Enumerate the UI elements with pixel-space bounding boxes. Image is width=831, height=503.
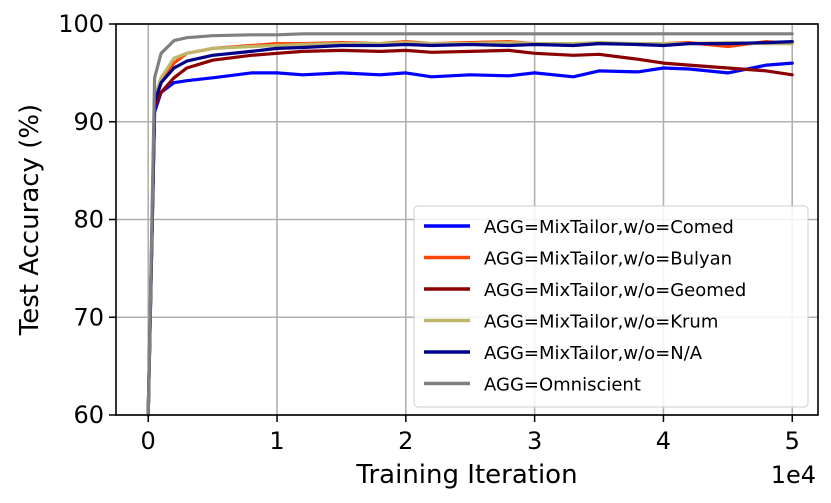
x-tick-label: 5: [785, 427, 800, 455]
series-line: [146, 48, 794, 417]
y-tick-label: 90: [73, 108, 104, 136]
x-tick-label: 0: [141, 427, 156, 455]
legend-entry: AGG=Omniscient: [484, 375, 641, 396]
axis-ticks: 0 1 2 3 4 5 60 70 80 90 100: [58, 10, 800, 455]
x-tick-label: 4: [656, 427, 671, 455]
legend: AGG=MixTailor,w/o=Comed AGG=MixTailor,w/o…: [413, 205, 809, 408]
legend-entry: AGG=MixTailor,w/o=Geomed: [484, 280, 746, 301]
x-tick-label: 1: [269, 427, 284, 455]
series-line: [146, 61, 794, 417]
series-line: [146, 39, 794, 417]
legend-entry: AGG=MixTailor,w/o=N/A: [484, 343, 703, 364]
y-tick-label: 60: [73, 401, 104, 429]
y-tick-label: 80: [73, 206, 104, 234]
x-tick-label: 2: [398, 427, 413, 455]
x-axis-offset-label: 1e4: [771, 461, 816, 489]
legend-entry: AGG=MixTailor,w/o=Krum: [484, 312, 718, 333]
y-axis-label: Test Accuracy (%): [15, 104, 45, 336]
legend-box: [413, 205, 809, 408]
series-line: [146, 32, 794, 417]
legend-entry: AGG=MixTailor,w/o=Bulyan: [484, 249, 732, 270]
x-tick-label: 3: [527, 427, 542, 455]
legend-entry: AGG=MixTailor,w/o=Comed: [484, 217, 734, 238]
y-tick-label: 100: [58, 10, 104, 38]
plot-lines: [146, 32, 794, 417]
x-axis-label: Training Iteration: [355, 460, 577, 490]
y-tick-label: 70: [73, 303, 104, 331]
